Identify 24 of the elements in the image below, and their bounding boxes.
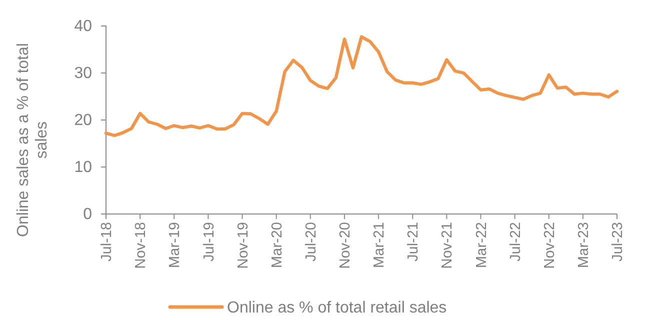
- x-tick-label: Jul-22: [508, 222, 524, 262]
- y-tick-label: 0: [83, 206, 92, 224]
- x-tick-label: Nov-21: [440, 222, 456, 269]
- x-tick-label: Jul-21: [406, 222, 422, 262]
- x-tick-label: Mar-21: [372, 222, 388, 268]
- x-tick-label: Jul-19: [201, 222, 218, 262]
- y-tick-label: 30: [74, 65, 92, 82]
- legend-label: Online as % of total retail sales: [227, 300, 447, 317]
- y-tick-label: 20: [74, 112, 92, 130]
- x-tick-label: Mar-23: [576, 222, 592, 268]
- x-tick-label: Nov-20: [338, 222, 354, 269]
- x-tick-label: Mar-19: [167, 222, 184, 268]
- x-tick-label: Nov-22: [542, 222, 558, 269]
- x-tick-label: Nov-19: [235, 222, 252, 269]
- x-tick-label: Jul-18: [99, 222, 116, 262]
- x-tick-label: Jul-23: [610, 222, 626, 262]
- x-tick-label: Mar-22: [474, 222, 490, 268]
- x-tick-label: Mar-20: [269, 222, 286, 268]
- x-tick-label: Nov-18: [133, 222, 150, 269]
- x-tick-label: Jul-20: [303, 222, 320, 262]
- y-tick-label: 40: [74, 18, 92, 36]
- y-axis-title: Online sales as a % of total sales: [15, 43, 50, 237]
- line-series: [104, 35, 619, 138]
- y-tick-label: 10: [74, 159, 92, 176]
